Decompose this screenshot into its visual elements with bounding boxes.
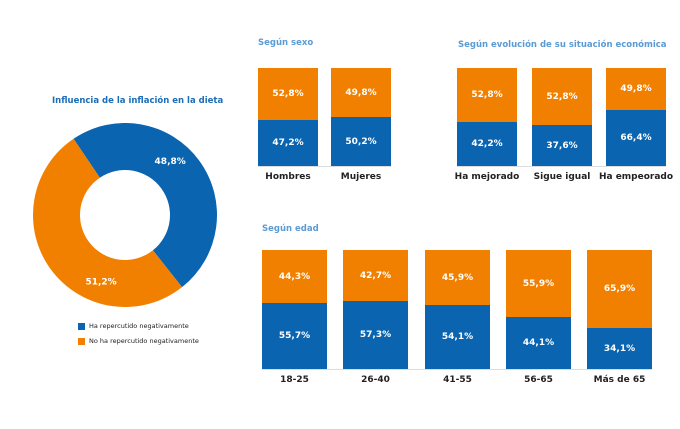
category-label: 18-25 — [280, 375, 309, 385]
stacked-bar: 52,8% 47,2% — [258, 68, 318, 166]
bar-segment-orange: 55,9% — [506, 250, 571, 317]
bar-segment-orange: 65,9% — [587, 250, 652, 328]
bar-segment-orange: 52,8% — [258, 68, 318, 120]
bar-segment-orange: 49,8% — [606, 68, 666, 110]
category-label: Mujeres — [340, 172, 382, 182]
category-label: 26-40 — [361, 375, 390, 385]
bar-segment-blue: 66,4% — [606, 110, 666, 166]
baseline — [262, 369, 652, 370]
legend-swatch-blue — [78, 322, 85, 330]
baseline — [457, 166, 666, 167]
bar-segment-blue: 54,1% — [425, 305, 490, 369]
legend-item-orange: No ha repercutido negativamente — [78, 337, 199, 345]
bar-segment-orange: 45,9% — [425, 250, 490, 305]
category-label: Ha mejorado — [454, 172, 520, 182]
stacked-bar: 65,9% 34,1% — [587, 250, 652, 369]
donut-slice — [73, 122, 218, 288]
category-label: Hombres — [265, 172, 311, 182]
panel-title-edad: Según edad — [262, 224, 319, 234]
category-label: Ha empeorado — [598, 172, 674, 182]
bar-segment-orange: 52,8% — [532, 68, 592, 125]
stacked-bar: 52,8% 42,2% — [457, 68, 517, 166]
baseline — [258, 166, 391, 167]
bar-segment-blue: 47,2% — [258, 120, 318, 166]
legend-item-blue: Ha repercutido negativamente — [78, 322, 189, 330]
donut-title: Influencia de la inflación en la dieta — [52, 96, 224, 106]
stacked-bar: 49,8% 66,4% — [606, 68, 666, 166]
bar-segment-blue: 50,2% — [331, 117, 391, 166]
donut-slice — [33, 138, 183, 307]
bar-segment-blue: 57,3% — [343, 301, 408, 369]
category-label: 41-55 — [443, 375, 472, 385]
stacked-bar: 44,3% 55,7% — [262, 250, 327, 369]
category-label: 56-65 — [524, 375, 553, 385]
bar-segment-blue: 37,6% — [532, 125, 592, 166]
stacked-bar: 42,7% 57,3% — [343, 250, 408, 369]
legend-swatch-orange — [78, 337, 85, 345]
category-label: Más de 65 — [593, 375, 646, 385]
bar-segment-blue: 42,2% — [457, 122, 517, 166]
panel-title-sexo: Según sexo — [258, 38, 314, 48]
legend-label: Ha repercutido negativamente — [89, 322, 189, 330]
bar-segment-blue: 34,1% — [587, 328, 652, 369]
legend-label: No ha repercutido negativamente — [89, 337, 199, 345]
bar-segment-orange: 42,7% — [343, 250, 408, 301]
panel-title-economia: Según evolución de su situación económic… — [458, 40, 667, 50]
stacked-bar: 52,8% 37,6% — [532, 68, 592, 166]
donut-data-label: 51,2% — [85, 277, 116, 287]
stacked-bar: 55,9% 44,1% — [506, 250, 571, 369]
category-label: Sigue igual — [533, 172, 591, 182]
stacked-bar: 49,8% 50,2% — [331, 68, 391, 166]
stacked-bar: 45,9% 54,1% — [425, 250, 490, 369]
bar-segment-orange: 49,8% — [331, 68, 391, 117]
bar-segment-orange: 52,8% — [457, 68, 517, 122]
bar-segment-blue: 44,1% — [506, 317, 571, 369]
donut-data-label: 48,8% — [155, 157, 186, 167]
bar-segment-orange: 44,3% — [262, 250, 327, 303]
bar-segment-blue: 55,7% — [262, 303, 327, 369]
